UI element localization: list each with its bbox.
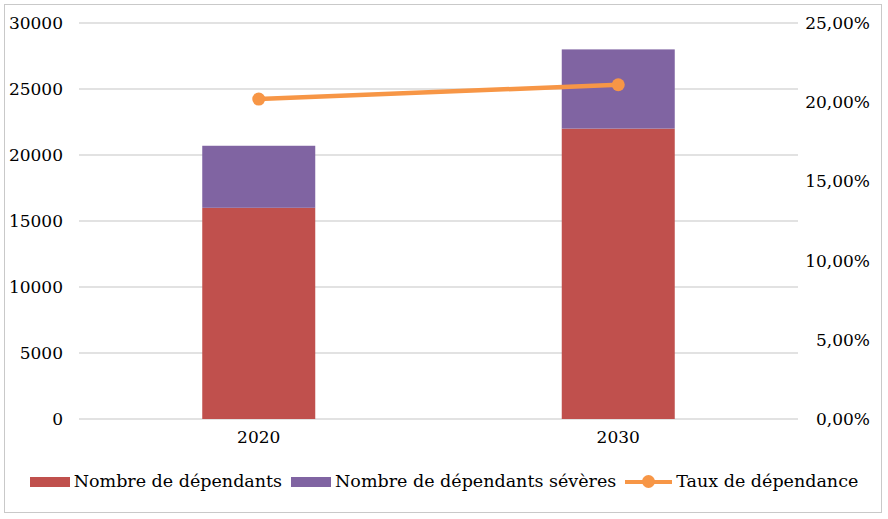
line-point-marker bbox=[612, 78, 625, 91]
right-axis-tick-label: 0,00% bbox=[816, 409, 870, 429]
right-axis-tick-label: 10,00% bbox=[805, 251, 870, 271]
left-axis-tick-label: 5000 bbox=[20, 343, 63, 363]
left-axis-tick-label: 25000 bbox=[9, 79, 63, 99]
left-axis-tick-label: 0 bbox=[52, 409, 63, 429]
x-axis-category-label: 2020 bbox=[237, 427, 280, 447]
bar-segment bbox=[202, 208, 315, 419]
legend-line-marker-icon bbox=[625, 475, 672, 489]
legend-line-dot bbox=[642, 475, 655, 488]
legend-item-taux-dependance: Taux de dépendance bbox=[625, 473, 858, 491]
right-axis-tick-label: 5,00% bbox=[816, 330, 870, 350]
line-point-marker bbox=[252, 93, 265, 106]
bar-segment bbox=[562, 129, 675, 419]
legend-label-dependants: Nombre de dépendants bbox=[74, 473, 282, 491]
legend-label-dependants-severes: Nombre de dépendants sévères bbox=[335, 473, 616, 491]
left-axis-tick-label: 20000 bbox=[9, 145, 63, 165]
right-axis-tick-label: 25,00% bbox=[805, 13, 870, 33]
x-axis-category-label: 2030 bbox=[597, 427, 640, 447]
legend-item-nombre-dependants: Nombre de dépendants bbox=[30, 473, 282, 491]
right-axis-tick-label: 20,00% bbox=[805, 92, 870, 112]
legend-item-dependants-severes: Nombre de dépendants sévères bbox=[291, 473, 616, 491]
legend-swatch-dependants-severes bbox=[291, 477, 331, 487]
legend-label-taux-dependance: Taux de dépendance bbox=[676, 473, 858, 491]
chart-legend: Nombre de dépendants Nombre de dépendant… bbox=[0, 473, 888, 491]
left-axis-tick-label: 15000 bbox=[9, 211, 63, 231]
combo-chart-plot: 0 5000 10000 15000 20000 25000 30000 0,00% 5,00%… bbox=[0, 0, 888, 460]
left-axis-tick-label: 10000 bbox=[9, 277, 63, 297]
left-axis-tick-label: 30000 bbox=[9, 13, 63, 33]
bar-segment bbox=[202, 146, 315, 208]
legend-swatch-dependants bbox=[30, 477, 70, 487]
right-axis-tick-label: 15,00% bbox=[805, 171, 870, 191]
